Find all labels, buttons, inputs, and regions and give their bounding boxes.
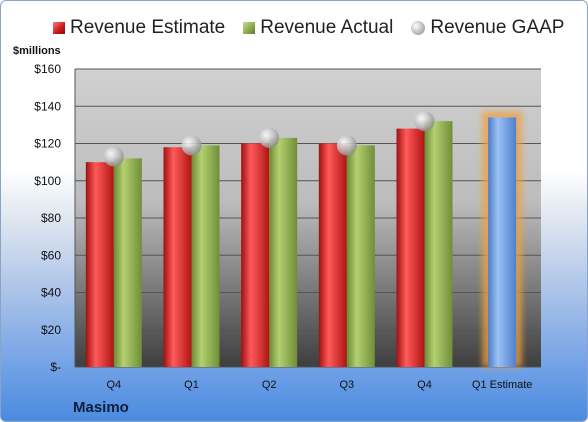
bar-revenue-actual [113, 158, 142, 367]
legend-item-estimate: Revenue Estimate [53, 17, 225, 39]
company-name: Masimo [73, 399, 129, 416]
marker-revenue-gaap [336, 135, 357, 156]
bar-revenue-actual [346, 145, 375, 367]
bar-revenue-actual [269, 137, 298, 367]
bar-revenue-estimate [241, 143, 270, 367]
bar-revenue-estimate [163, 147, 192, 367]
y-tick-label: $100 [34, 174, 61, 188]
legend-item-actual: Revenue Actual [243, 17, 393, 39]
bar-revenue-actual [191, 145, 220, 367]
y-tick-label: $140 [34, 99, 61, 113]
y-tick-label: $160 [34, 62, 61, 76]
legend: Revenue Estimate Revenue Actual Revenue … [53, 17, 564, 39]
bar-revenue-estimate [396, 128, 425, 367]
bar-revenue-estimate [318, 143, 347, 367]
x-tick-label: Q1 [184, 379, 199, 391]
x-tick-label: Q2 [262, 379, 277, 391]
marker-revenue-gaap [181, 135, 202, 156]
units-label: $millions [13, 45, 61, 57]
legend-swatch-estimate [53, 22, 65, 34]
legend-label-estimate: Revenue Estimate [70, 17, 226, 38]
x-tick-label: Q1 Estimate [472, 379, 533, 391]
y-tick-label: $- [50, 360, 61, 374]
legend-label-actual: Revenue Actual [260, 17, 394, 38]
y-tick-label: $60 [41, 248, 61, 262]
legend-label-gaap: Revenue GAAP [430, 17, 565, 38]
legend-swatch-actual [243, 22, 256, 34]
legend-item-gaap: Revenue GAAP [411, 17, 564, 39]
y-tick-label: $40 [41, 286, 61, 300]
x-tick-label: Q4 [417, 379, 432, 391]
y-tick-label: $20 [41, 323, 61, 337]
bar-revenue-estimate [85, 162, 114, 367]
legend-swatch-gaap [411, 21, 426, 35]
y-tick-label: $120 [34, 137, 61, 151]
marker-revenue-gaap [414, 111, 435, 132]
bar-revenue-actual [424, 121, 453, 368]
x-tick-label: Q3 [339, 379, 354, 391]
x-tick-label: Q4 [106, 379, 121, 391]
y-tick-label: $80 [41, 211, 61, 225]
marker-revenue-gaap [103, 146, 124, 167]
marker-revenue-gaap [259, 127, 280, 148]
bar-revenue-estimate-future [488, 117, 517, 367]
